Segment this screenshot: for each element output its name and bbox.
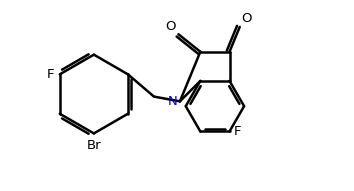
Text: F: F	[47, 68, 55, 81]
Text: O: O	[165, 20, 176, 33]
Text: F: F	[234, 125, 241, 138]
Text: Br: Br	[86, 139, 101, 152]
Text: O: O	[241, 12, 252, 25]
Text: N: N	[168, 95, 178, 108]
